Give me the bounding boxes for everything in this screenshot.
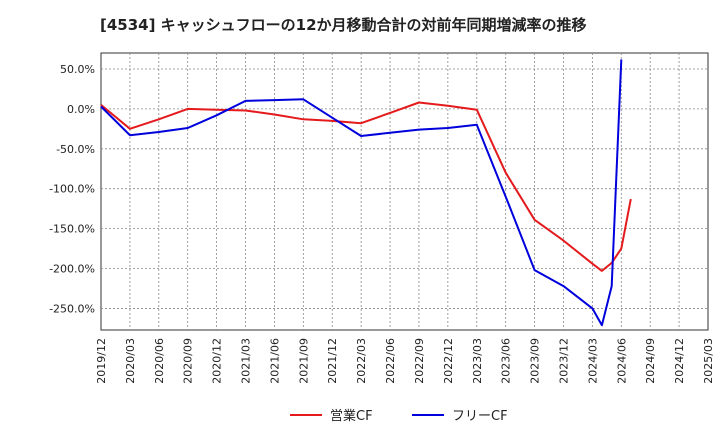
- x-tick-label: 2022/12: [442, 338, 455, 384]
- legend-label: フリーCF: [452, 409, 508, 424]
- x-tick-label: 2024/09: [644, 338, 657, 384]
- x-tick-label: 2021/06: [268, 338, 281, 384]
- x-tick-label: 2023/03: [471, 338, 484, 384]
- y-tick-label: -200.0%: [49, 263, 95, 276]
- legend-label: 営業CF: [330, 408, 373, 424]
- y-tick-label: 50.0%: [60, 63, 95, 76]
- y-tick-label: -250.0%: [49, 302, 95, 315]
- x-tick-label: 2020/06: [153, 338, 166, 384]
- x-tick-label: 2020/12: [211, 338, 224, 384]
- y-tick-label: 0.0%: [67, 103, 95, 116]
- x-tick-label: 2023/09: [529, 338, 542, 384]
- x-axis-ticks: 2019/12 2020/03 2020/06 2020/09 2020/12 2021/…: [95, 338, 715, 384]
- x-tick-label: 2024/12: [673, 338, 686, 384]
- x-tick-label: 2021/09: [297, 338, 310, 384]
- legend: 営業CF フリーCF: [290, 408, 508, 424]
- x-tick-label: 2022/09: [413, 338, 426, 384]
- chart-title: [4534] キャッシュフローの12か月移動合計の対前年同期増減率の推移: [100, 16, 587, 34]
- y-tick-label: -100.0%: [49, 183, 95, 196]
- x-tick-label: 2025/03: [702, 338, 715, 384]
- series-line-operating-cf: [100, 101, 632, 272]
- x-tick-label: 2020/03: [124, 338, 137, 384]
- x-tick-label: 2023/12: [557, 338, 570, 384]
- x-tick-label: 2022/03: [355, 338, 368, 384]
- y-axis-ticks: 50.0% 0.0% -50.0% -100.0% -150.0% -200.0% -250…: [49, 63, 95, 315]
- x-tick-label: 2023/06: [500, 338, 513, 384]
- plot-area: [100, 52, 709, 331]
- y-tick-label: -50.0%: [56, 143, 95, 156]
- x-tick-label: 2019/12: [95, 338, 108, 384]
- x-tick-label: 2024/03: [586, 338, 599, 384]
- x-tick-label: 2021/03: [240, 338, 253, 384]
- x-tick-label: 2021/12: [326, 338, 339, 384]
- y-tick-label: -150.0%: [49, 223, 95, 236]
- x-tick-label: 2022/06: [384, 338, 397, 384]
- series-layer: [100, 59, 632, 327]
- x-tick-label: 2024/06: [615, 338, 628, 384]
- x-tick-label: 2020/09: [182, 338, 195, 384]
- series-line-free-cf: [100, 59, 623, 327]
